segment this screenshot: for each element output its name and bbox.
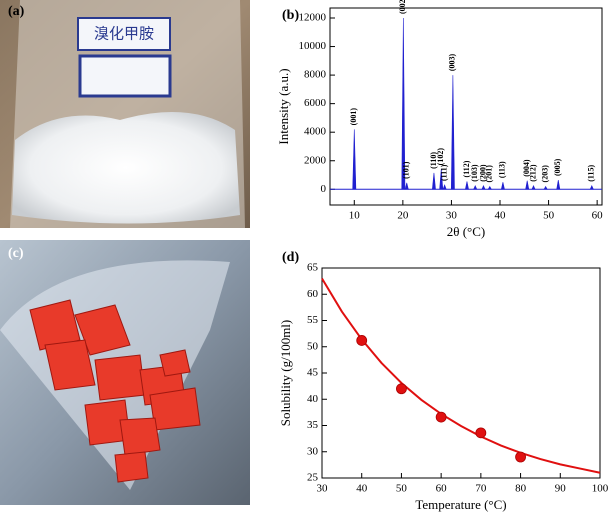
y-tick-label: 0 bbox=[321, 183, 327, 195]
peak-label: (101) bbox=[402, 161, 411, 179]
peak bbox=[487, 185, 492, 190]
panel-label: (d) bbox=[282, 250, 299, 265]
peak-label: (005) bbox=[553, 158, 562, 176]
peak-label: (111) bbox=[439, 164, 448, 181]
peak bbox=[401, 17, 406, 190]
peak-label: (203) bbox=[540, 165, 549, 183]
y-tick-label: 12000 bbox=[299, 12, 327, 24]
y-tick-label: 60 bbox=[307, 288, 319, 300]
peak-label: (004) bbox=[522, 159, 531, 177]
plot-frame bbox=[329, 7, 603, 206]
peak bbox=[500, 182, 505, 190]
y-tick-label: 65 bbox=[307, 262, 319, 274]
panel-label: (a) bbox=[8, 4, 25, 19]
photo-c bbox=[0, 240, 250, 505]
peak bbox=[531, 184, 536, 190]
peak bbox=[481, 184, 486, 190]
plot-frame bbox=[321, 267, 601, 479]
y-tick-label: 2000 bbox=[304, 154, 327, 166]
y-tick-label: 4000 bbox=[304, 126, 327, 138]
peak bbox=[404, 182, 409, 190]
data-point bbox=[515, 451, 526, 463]
x-tick-label: 100 bbox=[592, 483, 609, 495]
peak-label: (110) bbox=[429, 152, 438, 169]
y-tick-label: 8000 bbox=[304, 69, 327, 81]
peak-label: (115) bbox=[587, 165, 596, 182]
peak-label: (001) bbox=[349, 108, 358, 126]
x-tick-label: 70 bbox=[475, 483, 487, 495]
y-axis-label: Solubility (g/100ml) bbox=[278, 320, 293, 427]
panel-label: (b) bbox=[282, 8, 299, 23]
y-tick-label: 30 bbox=[307, 445, 319, 457]
x-tick-label: 30 bbox=[446, 210, 458, 222]
y-tick-label: 25 bbox=[307, 472, 319, 484]
photo-a bbox=[0, 0, 250, 228]
peak bbox=[432, 172, 436, 190]
y-tick-label: 50 bbox=[307, 340, 319, 352]
peak-label: (103) bbox=[470, 164, 479, 182]
peak bbox=[352, 129, 357, 190]
x-tick-label: 60 bbox=[592, 210, 604, 222]
peak bbox=[589, 184, 594, 190]
peak-label: (003) bbox=[448, 53, 457, 71]
photo-text: 溴化甲胺 bbox=[94, 25, 154, 43]
data-point bbox=[356, 335, 368, 346]
peak-label: (212) bbox=[528, 164, 537, 182]
peak-label: (200) bbox=[478, 164, 487, 182]
x-tick-label: 50 bbox=[543, 210, 555, 222]
x-tick-label: 50 bbox=[396, 483, 408, 495]
data-point bbox=[435, 411, 447, 423]
peak-label: (102) bbox=[436, 148, 445, 166]
y-axis-label: Intensity (a.u.) bbox=[276, 68, 291, 144]
y-tick-label: 40 bbox=[307, 393, 319, 405]
x-tick-label: 40 bbox=[356, 483, 368, 495]
x-tick-label: 20 bbox=[397, 210, 409, 222]
x-tick-label: 90 bbox=[555, 483, 567, 495]
peak-label: (113) bbox=[498, 161, 507, 178]
y-tick-label: 45 bbox=[307, 367, 319, 379]
fit-line bbox=[321, 277, 601, 474]
x-tick-label: 10 bbox=[349, 210, 361, 222]
y-tick-label: 10000 bbox=[299, 40, 327, 52]
peak bbox=[556, 179, 561, 190]
peak bbox=[525, 180, 530, 190]
y-tick-label: 6000 bbox=[304, 97, 327, 109]
peak bbox=[439, 169, 444, 190]
x-tick-label: 30 bbox=[317, 483, 329, 495]
x-axis-label: Temperature (°C) bbox=[415, 497, 506, 512]
x-tick-label: 40 bbox=[495, 210, 507, 222]
peak bbox=[473, 184, 478, 190]
peak-label: (112) bbox=[462, 160, 471, 177]
x-axis-label: 2θ (°C) bbox=[447, 224, 486, 239]
y-tick-label: 55 bbox=[307, 314, 319, 326]
peak-label: (201) bbox=[485, 165, 494, 183]
data-point bbox=[475, 427, 487, 439]
x-tick-label: 60 bbox=[436, 483, 448, 495]
peak bbox=[450, 75, 455, 190]
peak bbox=[465, 181, 469, 190]
data-point bbox=[396, 383, 407, 395]
x-tick-label: 80 bbox=[515, 483, 527, 495]
peak-label: (002) bbox=[398, 0, 407, 14]
peak bbox=[442, 184, 447, 190]
panel-label: (c) bbox=[8, 246, 24, 261]
peak bbox=[543, 185, 548, 190]
y-tick-label: 35 bbox=[307, 419, 319, 431]
